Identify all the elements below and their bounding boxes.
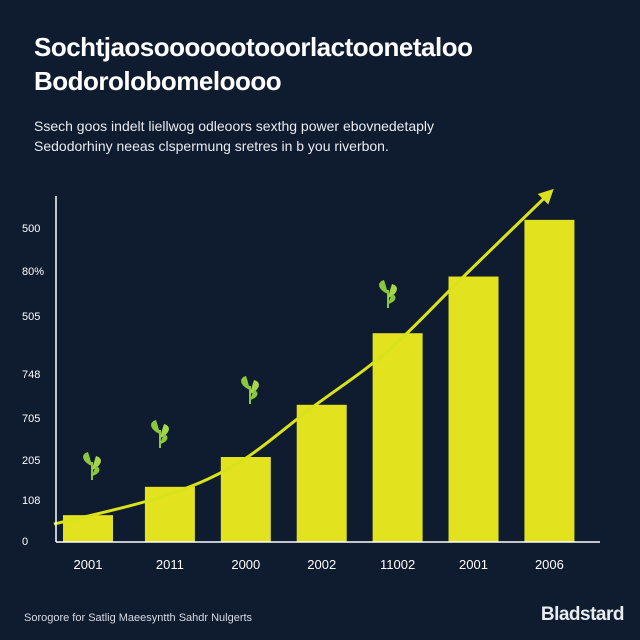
sprouts — [83, 280, 397, 480]
sprout-icon — [83, 452, 101, 480]
bar — [372, 333, 423, 542]
x-tick-label: 2001 — [459, 557, 488, 572]
y-tick-label: 0 — [22, 536, 28, 548]
bar — [524, 219, 575, 543]
bar — [220, 456, 271, 542]
y-tick-label: 205 — [22, 455, 40, 467]
subtitle: Ssech goos indelt liellwog odleoors sext… — [34, 116, 594, 156]
y-tick-label: 108 — [22, 495, 40, 507]
sprout-icon — [379, 280, 397, 308]
y-tick-label: 80% — [22, 266, 44, 278]
x-tick-label: 11002 — [380, 557, 415, 572]
bar — [144, 486, 195, 542]
bar — [448, 276, 499, 542]
x-tick-label: 2011 — [156, 557, 184, 572]
title: Sochtjaosooooootooorlactoonetaloo Bodoro… — [34, 30, 624, 98]
trend-line — [53, 188, 554, 526]
brand-logo: Bladstard — [540, 604, 625, 625]
y-tick-label: 748 — [22, 369, 40, 381]
x-tick-label: 2006 — [535, 557, 564, 572]
source-note: Sorogore for Satlig Maeesyntth Sahdr Nul… — [24, 612, 253, 624]
x-tick-label: 2002 — [307, 557, 336, 572]
sprout-icon — [241, 376, 259, 404]
title-line-1: Sochtjaosooooootooorlactoonetaloo — [34, 32, 473, 62]
subtitle-line-1: Ssech goos indelt liellwog odleoors sext… — [34, 118, 435, 134]
y-tick-label: 500 — [22, 223, 40, 235]
subtitle-line-2: Sedodorhiny neeas clspermung sretres in … — [34, 138, 389, 154]
y-axis-ticks: 0 108 205 705 748 505 80% 500 — [22, 223, 44, 548]
y-tick-label: 705 — [22, 413, 40, 425]
title-line-2: Bodorolobomeloooo — [34, 66, 282, 96]
x-tick-label: 2000 — [231, 557, 260, 572]
bars — [63, 219, 575, 543]
x-axis-ticks: 2001 2011 2000 2002 11002 2001 2006 — [74, 557, 564, 572]
x-tick-label: 2001 — [74, 557, 103, 572]
sprout-icon — [151, 420, 169, 448]
y-tick-label: 505 — [22, 311, 40, 323]
bar — [296, 404, 347, 542]
